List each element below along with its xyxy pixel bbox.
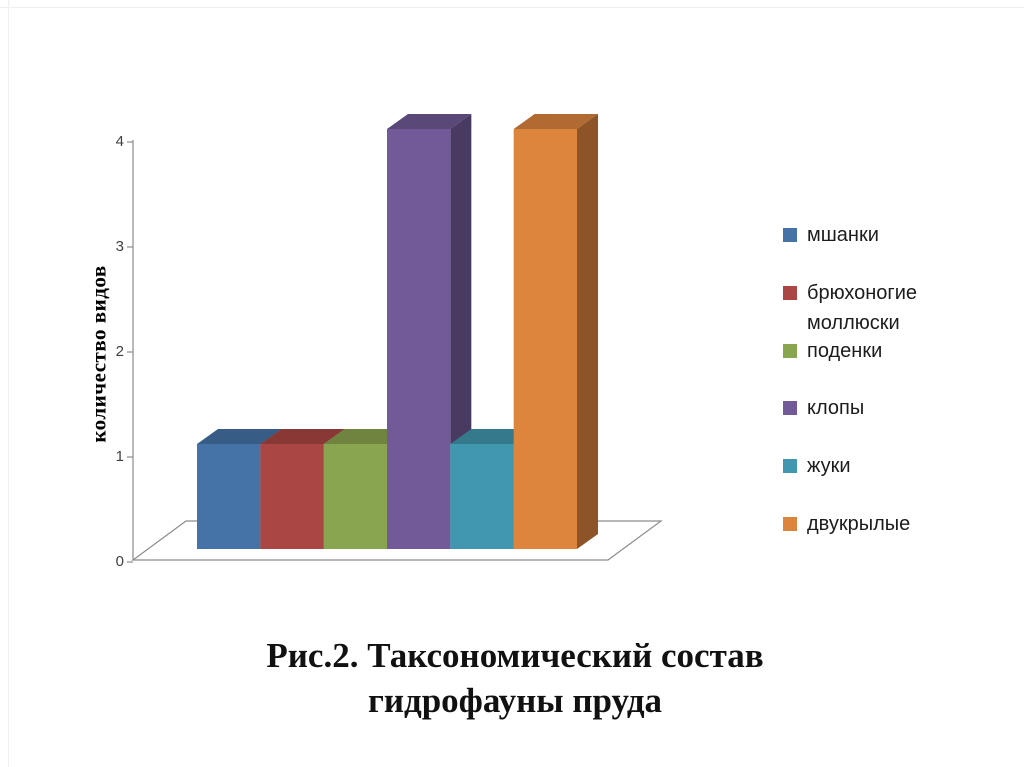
bar-front-face [387, 129, 451, 549]
bar-front-face [197, 444, 261, 549]
legend-label: двукрылые [807, 513, 911, 535]
y-axis-tick-label: 0 [115, 553, 124, 570]
bar-top-face [513, 114, 598, 129]
bar-side-face [577, 114, 598, 549]
legend-item: поденки [783, 336, 882, 366]
legend-swatch-icon [783, 343, 797, 358]
bar-top-face [260, 429, 345, 444]
bar-front-face [513, 129, 577, 549]
bar-двукрылые [513, 114, 598, 549]
legend-label: поденки [807, 339, 883, 362]
legend-label: мшанки [807, 224, 879, 246]
bar-top-face [450, 429, 535, 444]
figure-caption-line2: гидрофауны пруда [367, 681, 663, 720]
legend-item: жуки [783, 451, 851, 481]
legend-swatch-icon [783, 285, 797, 300]
figure-caption-line1: Рис.2. Таксономический состав [266, 636, 764, 675]
slide-border-top [0, 7, 1024, 8]
legend-swatch-icon [783, 401, 797, 416]
y-axis-tick-label: 1 [115, 448, 124, 465]
legend-label: брюхоногие моллюски [807, 281, 918, 334]
legend-swatch-icon [783, 517, 797, 531]
figure-caption: Рис.2. Таксономический состав гидрофауны… [3, 633, 1024, 723]
y-axis-tick-label: 3 [115, 238, 124, 255]
bar-top-face [387, 114, 472, 129]
legend-item: брюхоногие моллюски [783, 278, 982, 338]
legend-label: жуки [807, 455, 851, 478]
legend-label: клопы [807, 397, 865, 420]
bar-front-face [260, 444, 324, 549]
legend-item: двукрылые [783, 509, 910, 539]
legend-swatch-icon [783, 228, 797, 242]
y-axis-tick-label: 2 [115, 343, 124, 360]
bar-top-face [323, 429, 408, 444]
bar-front-face [450, 444, 514, 549]
bar-top-face [197, 429, 282, 444]
legend-swatch-icon [783, 459, 797, 474]
legend-item: клопы [783, 393, 864, 423]
y-axis-tick-label: 4 [115, 133, 124, 150]
slide-border-left [8, 0, 9, 767]
bar-front-face [323, 444, 387, 549]
legend-item: мшанки [783, 220, 879, 250]
